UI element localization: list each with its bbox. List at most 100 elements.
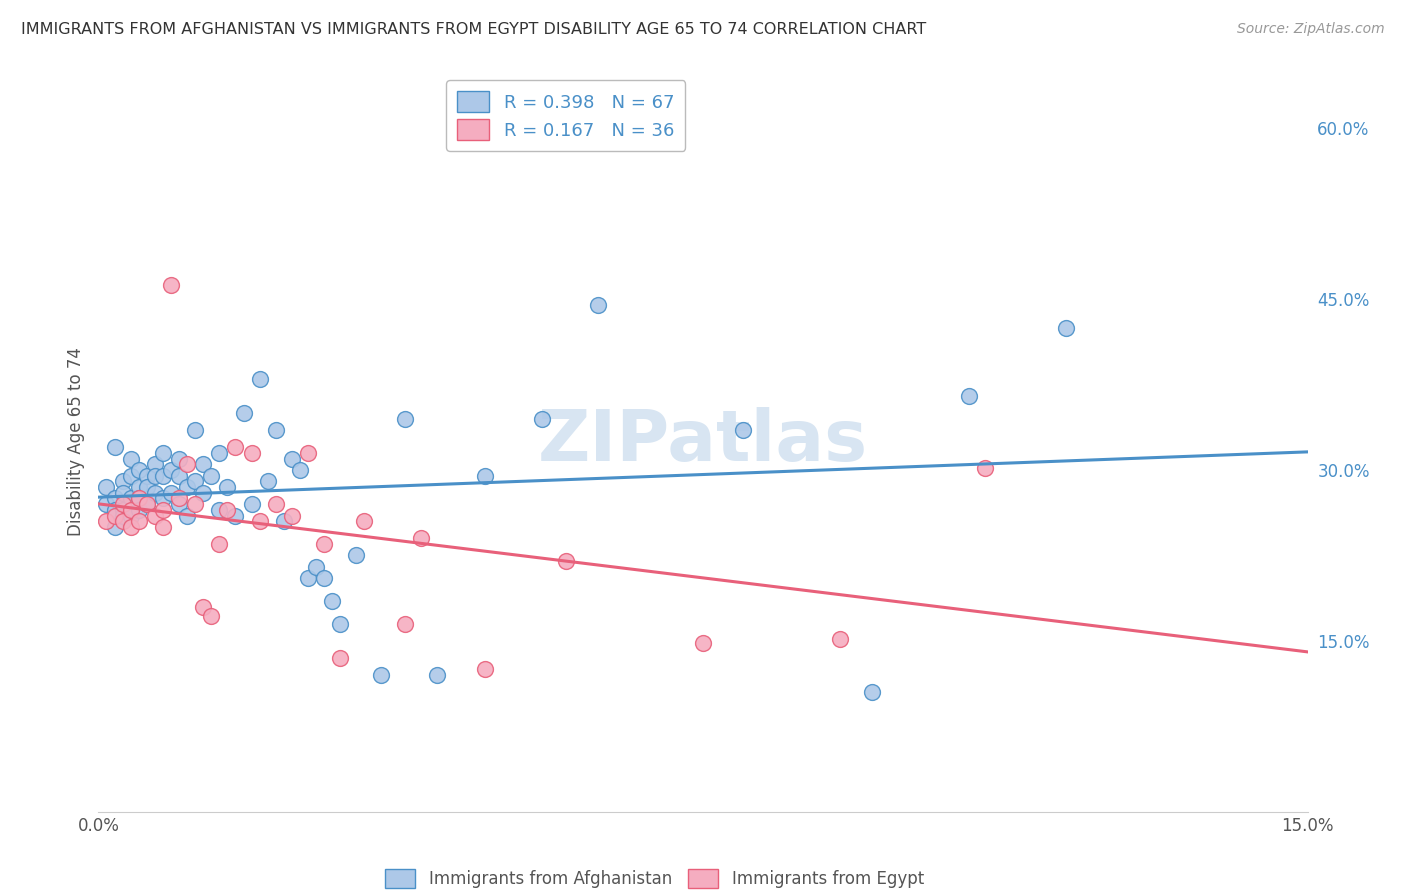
Point: [128, 514, 150, 528]
Point: [394, 616, 416, 631]
Point: [281, 508, 304, 523]
Point: [264, 423, 287, 437]
Point: [193, 599, 215, 614]
Point: [135, 468, 157, 483]
Point: [128, 463, 150, 477]
Point: [974, 460, 997, 475]
Point: [128, 503, 150, 517]
Point: [120, 503, 142, 517]
Point: [240, 497, 263, 511]
Point: [111, 497, 134, 511]
Point: [176, 480, 198, 494]
Point: [160, 278, 183, 293]
Point: [176, 508, 198, 523]
Point: [273, 514, 295, 528]
Point: [733, 423, 755, 437]
Point: [240, 446, 263, 460]
Point: [305, 559, 328, 574]
Point: [555, 554, 578, 568]
Point: [111, 508, 134, 523]
Point: [200, 468, 222, 483]
Point: [586, 298, 609, 312]
Point: [152, 446, 174, 460]
Text: Source: ZipAtlas.com: Source: ZipAtlas.com: [1237, 22, 1385, 37]
Point: [135, 480, 157, 494]
Point: [103, 491, 125, 506]
Point: [167, 468, 190, 483]
Legend: Immigrants from Afghanistan, Immigrants from Egypt: Immigrants from Afghanistan, Immigrants …: [377, 861, 932, 892]
Point: [249, 372, 271, 386]
Point: [103, 440, 125, 454]
Point: [167, 491, 190, 506]
Point: [224, 440, 246, 454]
Point: [957, 389, 980, 403]
Point: [128, 491, 150, 506]
Point: [200, 608, 222, 623]
Point: [232, 406, 254, 420]
Point: [281, 451, 304, 466]
Point: [394, 411, 416, 425]
Point: [426, 668, 449, 682]
Point: [128, 491, 150, 506]
Point: [160, 463, 183, 477]
Y-axis label: Disability Age 65 to 74: Disability Age 65 to 74: [66, 347, 84, 536]
Point: [329, 616, 352, 631]
Point: [1054, 320, 1077, 334]
Point: [167, 451, 190, 466]
Point: [409, 532, 432, 546]
Point: [297, 446, 319, 460]
Point: [530, 411, 553, 425]
Point: [103, 520, 125, 534]
Point: [143, 485, 166, 500]
Point: [103, 503, 125, 517]
Point: [111, 485, 134, 500]
Point: [120, 451, 142, 466]
Point: [96, 480, 118, 494]
Point: [297, 571, 319, 585]
Point: [314, 537, 336, 551]
Point: [217, 503, 239, 517]
Point: [135, 497, 157, 511]
Point: [224, 508, 246, 523]
Point: [184, 423, 207, 437]
Point: [208, 446, 231, 460]
Point: [120, 508, 142, 523]
Point: [208, 503, 231, 517]
Point: [160, 485, 183, 500]
Text: IMMIGRANTS FROM AFGHANISTAN VS IMMIGRANTS FROM EGYPT DISABILITY AGE 65 TO 74 COR: IMMIGRANTS FROM AFGHANISTAN VS IMMIGRANT…: [21, 22, 927, 37]
Point: [256, 475, 278, 489]
Point: [474, 468, 496, 483]
Point: [135, 497, 157, 511]
Point: [208, 537, 231, 551]
Point: [353, 514, 375, 528]
Point: [143, 458, 166, 472]
Point: [152, 468, 174, 483]
Point: [193, 485, 215, 500]
Point: [474, 662, 496, 676]
Point: [860, 685, 883, 699]
Point: [370, 668, 392, 682]
Point: [249, 514, 271, 528]
Point: [120, 491, 142, 506]
Point: [176, 458, 198, 472]
Point: [184, 497, 207, 511]
Point: [288, 463, 311, 477]
Text: ZIPatlas: ZIPatlas: [538, 407, 868, 476]
Point: [111, 514, 134, 528]
Point: [143, 508, 166, 523]
Point: [120, 520, 142, 534]
Point: [321, 594, 343, 608]
Point: [152, 491, 174, 506]
Point: [152, 503, 174, 517]
Point: [103, 508, 125, 523]
Point: [193, 458, 215, 472]
Point: [128, 480, 150, 494]
Point: [329, 651, 352, 665]
Point: [111, 475, 134, 489]
Point: [120, 468, 142, 483]
Point: [96, 497, 118, 511]
Point: [184, 475, 207, 489]
Point: [217, 480, 239, 494]
Point: [143, 468, 166, 483]
Point: [96, 514, 118, 528]
